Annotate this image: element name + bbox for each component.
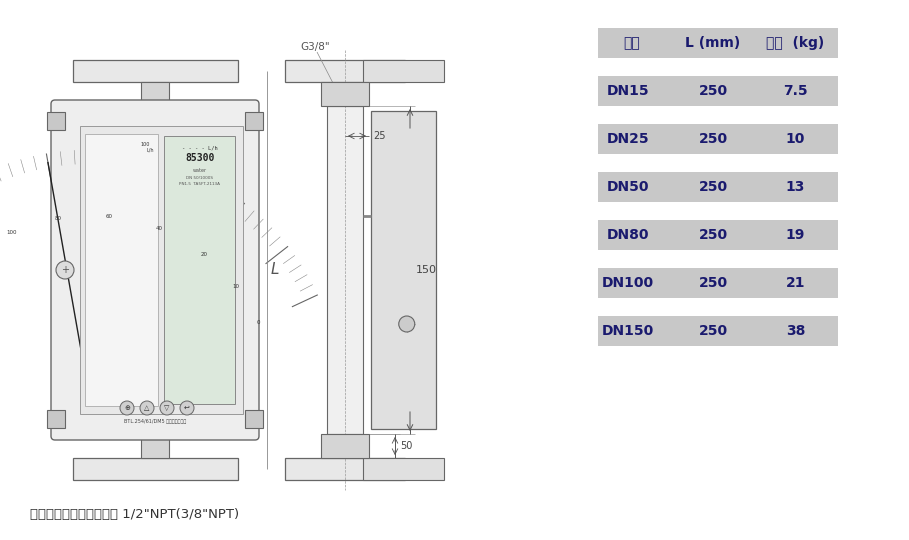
Circle shape xyxy=(140,401,154,415)
Circle shape xyxy=(180,401,194,415)
Text: 20: 20 xyxy=(201,252,208,257)
Text: 50: 50 xyxy=(400,441,413,451)
Bar xyxy=(598,268,838,298)
Bar xyxy=(321,82,369,106)
Text: 21: 21 xyxy=(785,276,805,290)
Bar xyxy=(165,136,235,404)
Text: DN80: DN80 xyxy=(606,228,649,242)
Text: 250: 250 xyxy=(698,228,727,242)
Text: 85300: 85300 xyxy=(185,153,215,163)
Text: water: water xyxy=(193,168,206,173)
Bar xyxy=(80,126,243,414)
Text: PN1.5  TA5FT-2113A: PN1.5 TA5FT-2113A xyxy=(179,182,220,186)
Text: 80: 80 xyxy=(55,215,61,221)
Text: 重量  (kg): 重量 (kg) xyxy=(766,36,824,50)
Bar xyxy=(73,60,237,82)
Text: 10: 10 xyxy=(785,132,805,146)
Text: ▽: ▽ xyxy=(165,405,170,411)
Circle shape xyxy=(56,261,74,279)
Text: 100: 100 xyxy=(141,141,150,146)
Text: 250: 250 xyxy=(698,132,727,146)
Bar xyxy=(363,458,444,480)
Text: 150: 150 xyxy=(416,265,437,275)
Bar xyxy=(598,220,838,250)
Bar xyxy=(321,434,369,458)
Text: DN50: DN50 xyxy=(606,180,649,194)
Text: +: + xyxy=(61,265,69,275)
Bar xyxy=(598,172,838,202)
Text: ↩: ↩ xyxy=(184,405,190,411)
Bar xyxy=(598,28,838,58)
Text: BTL.254/61/DM5 流量积算控制器: BTL.254/61/DM5 流量积算控制器 xyxy=(124,420,186,424)
Bar xyxy=(363,60,444,82)
Text: 19: 19 xyxy=(785,228,805,242)
Circle shape xyxy=(120,401,134,415)
Bar xyxy=(285,60,405,82)
Text: 100: 100 xyxy=(6,230,16,235)
Text: G3/8": G3/8" xyxy=(300,42,330,52)
Text: 250: 250 xyxy=(698,324,727,338)
Circle shape xyxy=(399,316,415,332)
Text: 250: 250 xyxy=(698,276,727,290)
Text: 40: 40 xyxy=(156,226,163,231)
Bar xyxy=(141,82,169,104)
Text: DN25: DN25 xyxy=(606,132,649,146)
Bar xyxy=(85,134,158,406)
Text: 25: 25 xyxy=(373,131,385,141)
Bar xyxy=(141,436,169,458)
Text: - - - - L/h: - - - - L/h xyxy=(182,145,217,151)
Text: DN100: DN100 xyxy=(602,276,654,290)
Bar xyxy=(47,410,65,428)
FancyBboxPatch shape xyxy=(51,100,259,440)
Text: △: △ xyxy=(145,405,150,411)
Text: 0: 0 xyxy=(256,320,260,325)
Text: 7.5: 7.5 xyxy=(784,84,808,98)
Text: 60: 60 xyxy=(106,214,113,219)
Bar xyxy=(598,316,838,346)
Text: 250: 250 xyxy=(698,180,727,194)
Text: L (mm): L (mm) xyxy=(685,36,741,50)
Text: L: L xyxy=(271,262,279,278)
Bar xyxy=(245,410,263,428)
Bar xyxy=(371,111,436,429)
Bar xyxy=(598,76,838,106)
Text: L/h: L/h xyxy=(146,147,155,152)
Text: （保温夹套型）夹套接口 1/2"NPT(3/8"NPT): （保温夹套型）夹套接口 1/2"NPT(3/8"NPT) xyxy=(30,509,239,522)
Text: 13: 13 xyxy=(785,180,805,194)
Bar xyxy=(73,458,237,480)
Bar xyxy=(245,112,263,130)
Bar xyxy=(285,458,405,480)
Text: DN15: DN15 xyxy=(606,84,649,98)
Text: 口径: 口径 xyxy=(624,36,640,50)
Text: 250: 250 xyxy=(698,84,727,98)
Bar xyxy=(47,112,65,130)
Text: ⊕: ⊕ xyxy=(124,405,130,411)
Circle shape xyxy=(160,401,174,415)
Text: DN 50/1000S: DN 50/1000S xyxy=(186,176,213,180)
Bar xyxy=(598,124,838,154)
Text: DN150: DN150 xyxy=(602,324,654,338)
Text: 10: 10 xyxy=(233,284,240,289)
Bar xyxy=(327,106,363,434)
Text: 38: 38 xyxy=(785,324,805,338)
